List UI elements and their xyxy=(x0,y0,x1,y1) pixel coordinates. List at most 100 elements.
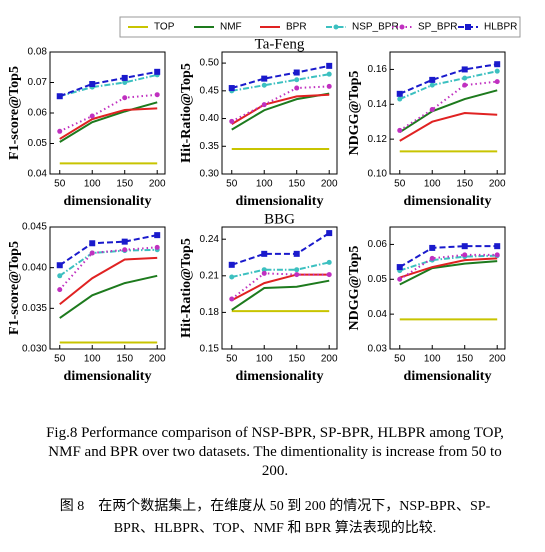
y-tick-label: 0.35 xyxy=(200,141,220,152)
series-line xyxy=(59,101,158,143)
marker xyxy=(396,90,403,97)
marker xyxy=(429,107,435,113)
y-tick-label: 0.15 xyxy=(200,344,220,355)
marker xyxy=(57,128,63,134)
plot-area xyxy=(49,226,166,350)
panel: Ta-Feng 0.30 0.35 0.40 0.45 0.50 50 100 150 200 di… xyxy=(179,36,338,209)
marker xyxy=(154,92,160,98)
legend-label: SP_BPR xyxy=(418,22,457,33)
y-tick-label: 0.045 xyxy=(22,222,47,233)
x-tick-label: 200 xyxy=(149,354,166,365)
caption-en: Fig.8 Performance comparison of NSP-BPR,… xyxy=(46,425,504,479)
x-axis-label: dimensionality xyxy=(64,369,152,384)
x-tick-label: 200 xyxy=(489,179,506,190)
marker xyxy=(261,102,267,108)
marker xyxy=(121,238,128,245)
y-tick-label: 0.04 xyxy=(28,169,48,180)
x-tick-label: 50 xyxy=(394,354,406,365)
marker xyxy=(228,85,235,92)
marker xyxy=(229,274,235,280)
y-tick-label: 0.05 xyxy=(28,138,48,149)
series-line xyxy=(399,111,498,142)
marker xyxy=(326,259,332,265)
legend: TOP NMF BPR NSP_BPR SP_BPR HLBPR xyxy=(119,16,521,38)
series-line xyxy=(231,92,330,131)
marker xyxy=(494,243,501,250)
marker xyxy=(326,71,332,77)
x-tick-label: 150 xyxy=(456,354,473,365)
y-tick-label: 0.030 xyxy=(22,344,47,355)
series-line xyxy=(59,248,158,277)
x-tick-label: 50 xyxy=(394,179,406,190)
marker xyxy=(121,74,128,81)
series-line xyxy=(59,234,158,267)
marker xyxy=(89,250,95,256)
marker xyxy=(122,95,128,101)
series-line xyxy=(399,254,498,272)
marker xyxy=(429,82,435,88)
x-tick-label: 150 xyxy=(288,354,305,365)
plot-area xyxy=(49,51,166,175)
series-line xyxy=(59,73,158,98)
x-tick-label: 150 xyxy=(456,179,473,190)
series-line xyxy=(231,279,330,311)
series-line xyxy=(231,261,330,278)
legend-label: BPR xyxy=(286,22,307,33)
marker xyxy=(154,232,161,239)
y-tick-label: 0.10 xyxy=(368,169,388,180)
x-tick-label: 150 xyxy=(116,179,133,190)
marker xyxy=(229,118,235,124)
marker xyxy=(429,244,436,251)
series-line xyxy=(59,107,158,140)
y-axis-label: F1-score@Top5 xyxy=(7,66,22,160)
series-line xyxy=(399,89,498,134)
marker xyxy=(228,261,235,268)
y-tick-label: 0.12 xyxy=(368,134,388,145)
x-tick-label: 100 xyxy=(424,354,441,365)
marker xyxy=(89,240,96,247)
marker xyxy=(326,272,332,278)
marker xyxy=(462,75,468,81)
marker xyxy=(461,243,468,250)
marker xyxy=(462,252,468,258)
y-tick-label: 0.24 xyxy=(200,234,220,245)
x-tick-label: 100 xyxy=(256,179,273,190)
series-line xyxy=(399,253,498,281)
marker xyxy=(89,113,95,119)
x-tick-label: 200 xyxy=(149,179,166,190)
marker xyxy=(56,93,63,100)
marker xyxy=(261,267,267,273)
marker xyxy=(229,296,235,302)
series-line xyxy=(59,256,158,306)
y-axis-label: NDGG@Top5 xyxy=(347,246,362,331)
y-tick-label: 0.14 xyxy=(368,99,388,110)
caption-zh: 图 8 在两个数据集上，在维度从 50 到 200 的情况下，NSP-BPR、S… xyxy=(59,499,491,536)
x-tick-label: 200 xyxy=(489,354,506,365)
series-line xyxy=(399,257,498,279)
x-tick-label: 150 xyxy=(288,179,305,190)
panel: 0.03 0.04 0.05 0.06 50 100 150 200 dimensionalit… xyxy=(347,226,506,384)
legend-label: TOP xyxy=(154,22,175,33)
figure: TOP NMF BPR NSP_BPR SP_BPR HLBPR0.040.050.060… xyxy=(7,16,521,385)
panel: 0.10 0.12 0.14 0.16 50 100 150 200 dimensionalit… xyxy=(347,51,506,209)
y-tick-label: 0.50 xyxy=(200,58,220,69)
marker xyxy=(294,272,300,278)
y-tick-label: 0.30 xyxy=(200,169,220,180)
legend-box xyxy=(119,16,521,38)
marker xyxy=(397,127,403,133)
panel: 0.030 0.035 0.040 0.045 50 100 150 200 dimension… xyxy=(7,222,166,385)
marker xyxy=(57,287,63,293)
x-tick-label: 50 xyxy=(54,354,66,365)
marker xyxy=(293,250,300,257)
x-tick-label: 100 xyxy=(256,354,273,365)
series-line xyxy=(399,245,498,268)
dataset-title: Ta-Feng xyxy=(255,36,305,52)
dataset-title: BBG xyxy=(264,211,295,227)
marker xyxy=(122,247,128,253)
x-axis-label: dimensionality xyxy=(404,369,492,384)
series-line xyxy=(231,64,330,90)
y-tick-label: 0.06 xyxy=(28,108,48,119)
marker xyxy=(494,61,501,68)
legend-label: HLBPR xyxy=(484,22,517,33)
